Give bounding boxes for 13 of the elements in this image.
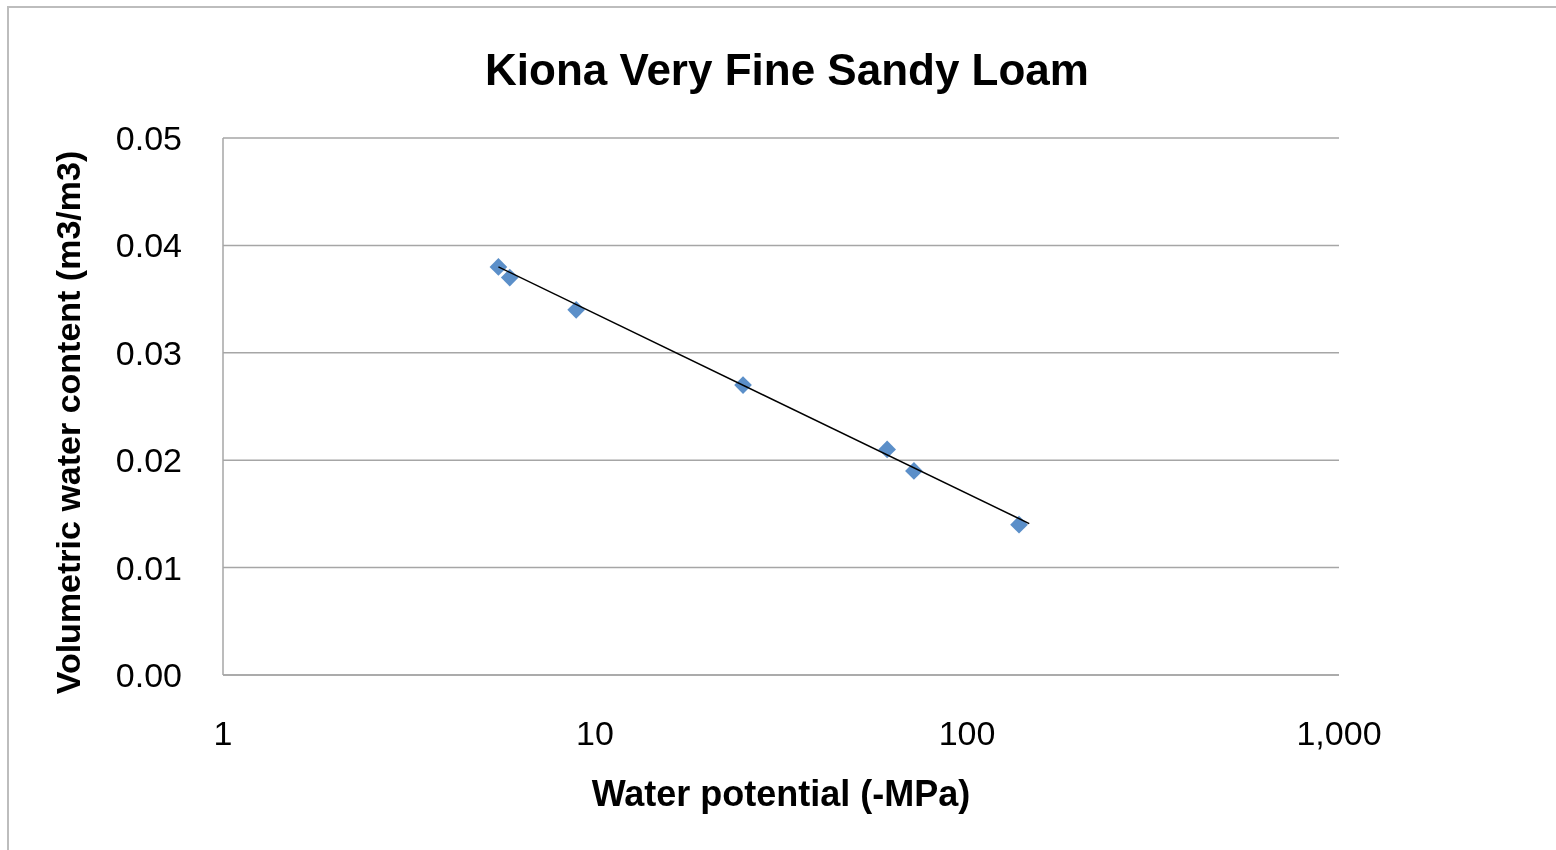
y-axis-title: Volumetric water content (m3/m3) [49, 150, 87, 695]
x-axis-title: Water potential (-MPa) [591, 773, 971, 814]
chart-title: Kiona Very Fine Sandy Loam [485, 45, 1089, 94]
y-tick-label: 0.05 [115, 118, 182, 157]
y-tick-label: 0.03 [115, 333, 182, 372]
y-tick-label: 0.02 [115, 441, 182, 480]
y-tick-label: 0.00 [115, 655, 182, 694]
y-tick-label: 0.04 [115, 226, 182, 265]
x-tick-label: 100 [938, 714, 996, 752]
x-tick-label: 1,000 [1296, 714, 1382, 752]
x-tick-label: 1 [213, 714, 233, 752]
x-tick-label: 10 [576, 714, 614, 752]
y-tick-label: 0.01 [115, 548, 182, 587]
